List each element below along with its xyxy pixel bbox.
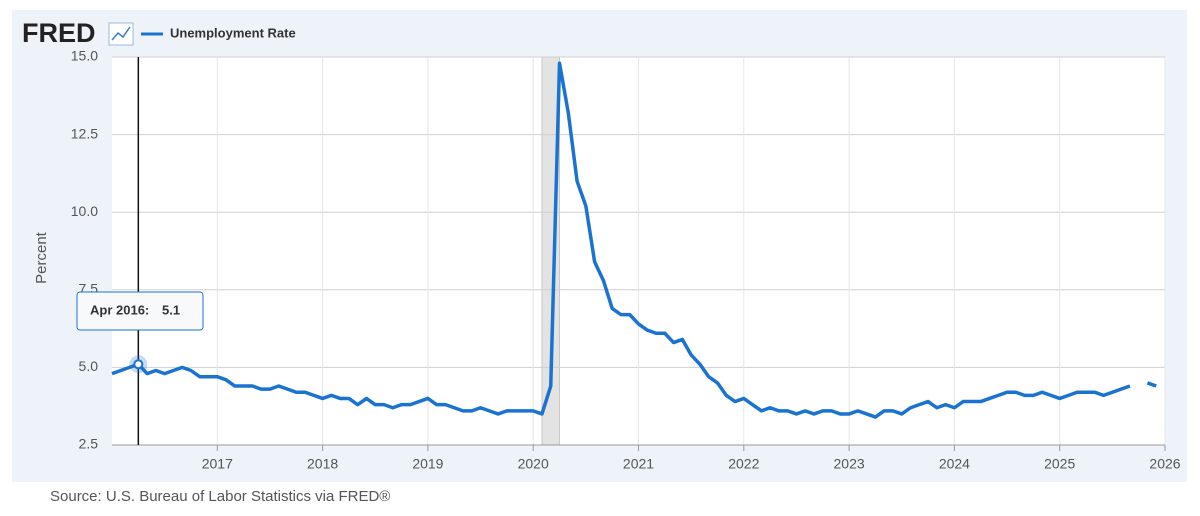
tooltip-box: [76, 291, 204, 331]
x-tick-label: 2026: [1149, 456, 1180, 472]
series-line: [111, 61, 1157, 419]
tooltip-label: Apr 2016:: [90, 302, 149, 317]
x-tick-label: 2019: [412, 456, 443, 472]
x-tick-label: 2020: [518, 456, 549, 472]
x-tick-label: 2025: [1044, 456, 1075, 472]
x-tick-label: 2021: [623, 456, 654, 472]
logo-icon: [108, 22, 134, 46]
hover-point: [133, 359, 144, 370]
x-tick-label: 2022: [728, 456, 759, 472]
legend-label: Unemployment Rate: [170, 25, 296, 40]
y-axis-label: Percent: [33, 231, 50, 284]
logo: FRED: [22, 18, 96, 48]
y-tick-label: 10.0: [71, 203, 98, 219]
y-tick-label: 2.5: [79, 436, 99, 452]
source: Source: U.S. Bureau of Labor Statistics …: [50, 488, 390, 505]
y-tick-label: 12.5: [71, 125, 98, 141]
x-tick-label: 2018: [307, 456, 338, 472]
tooltip-value: 5.1: [162, 302, 180, 317]
x-tick-label: 2017: [202, 456, 233, 472]
x-tick-label: 2024: [939, 456, 970, 472]
y-tick-label: 15.0: [71, 48, 98, 64]
x-tick-label: 2023: [834, 456, 865, 472]
y-tick-label: 5.0: [79, 358, 99, 374]
